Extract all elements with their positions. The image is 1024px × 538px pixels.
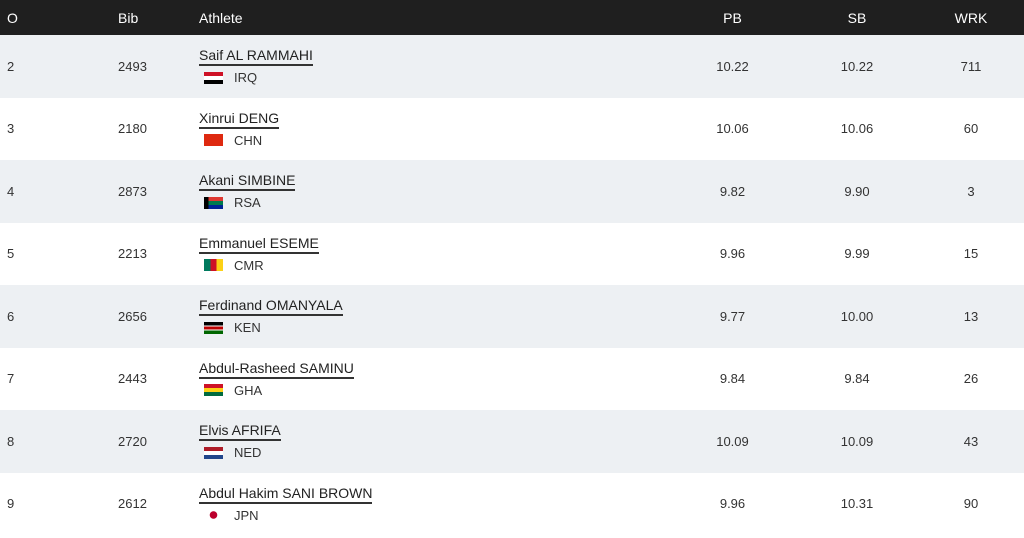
wrk-cell: 3 <box>967 183 975 199</box>
order-cell: 6 <box>7 308 15 324</box>
athlete-name-link[interactable]: Abdul-Rasheed SAMINU <box>199 360 354 379</box>
sb-cell: 9.99 <box>844 246 870 262</box>
athlete-cell: Elvis AFRIFA NED <box>199 410 669 473</box>
athlete-country: IRQ <box>204 70 669 85</box>
athlete-country: CHN <box>204 133 669 148</box>
pb-cell: 9.77 <box>719 308 746 324</box>
table-row: 8 2720 Elvis AFRIFA NED 10.09 10.09 43 <box>0 410 1024 473</box>
athlete-country: RSA <box>204 195 669 210</box>
sb-cell: 9.84 <box>844 371 870 387</box>
athlete-name-link[interactable]: Emmanuel ESEME <box>199 235 319 254</box>
athlete-cell: Abdul Hakim SANI BROWN JPN <box>199 473 669 536</box>
order-cell: 2 <box>7 58 15 74</box>
flag-icon <box>204 384 223 397</box>
bib-cell: 2720 <box>118 433 147 449</box>
athlete-country: KEN <box>204 320 669 335</box>
wrk-cell: 90 <box>963 496 979 512</box>
order-cell: 5 <box>7 246 15 262</box>
country-code: NED <box>234 445 262 461</box>
wrk-cell: 13 <box>963 308 979 324</box>
col-athlete[interactable]: Athlete <box>199 9 243 26</box>
table-row: 7 2443 Abdul-Rasheed SAMINU GHA 9.84 9.8… <box>0 347 1024 411</box>
wrk-cell: 60 <box>963 121 979 137</box>
athlete-cell: Abdul-Rasheed SAMINU GHA <box>199 348 669 411</box>
country-code: JPN <box>234 507 259 523</box>
table-row: 2 2493 Saif AL RAMMAHI IRQ 10.22 10.22 7… <box>0 35 1024 98</box>
pb-cell: 9.84 <box>719 371 746 387</box>
order-cell: 4 <box>7 183 15 199</box>
athlete-country: NED <box>204 445 669 460</box>
athlete-cell: Akani SIMBINE RSA <box>199 160 669 223</box>
bib-cell: 2443 <box>118 371 147 387</box>
flag-icon <box>204 509 223 522</box>
flag-icon <box>204 321 223 334</box>
pb-cell: 9.96 <box>719 496 746 512</box>
sb-cell: 10.09 <box>840 433 874 449</box>
pb-cell: 10.06 <box>716 121 749 137</box>
table-header: O Bib Athlete PB SB WRK <box>0 0 1024 35</box>
athlete-country: JPN <box>204 508 669 523</box>
table-row: 6 2656 Ferdinand OMANYALA KEN 9.77 10.00… <box>0 285 1024 348</box>
flag-icon <box>204 196 223 209</box>
order-cell: 8 <box>7 433 15 449</box>
athlete-name-link[interactable]: Elvis AFRIFA <box>199 422 281 442</box>
table-row: 5 2213 Emmanuel ESEME CMR 9.96 9.99 15 <box>0 222 1024 286</box>
athlete-name-link[interactable]: Xinrui DENG <box>199 110 280 129</box>
order-cell: 7 <box>7 371 15 387</box>
col-wrk[interactable]: WRK <box>954 9 988 26</box>
bib-cell: 2873 <box>118 183 147 199</box>
flag-icon <box>204 134 223 147</box>
athlete-cell: Saif AL RAMMAHI IRQ <box>199 35 669 98</box>
order-cell: 9 <box>7 496 15 512</box>
col-order[interactable]: O <box>7 9 18 26</box>
col-sb[interactable]: SB <box>847 9 867 26</box>
athlete-cell: Ferdinand OMANYALA KEN <box>199 285 669 348</box>
athlete-name-link[interactable]: Ferdinand OMANYALA <box>199 297 343 317</box>
country-code: IRQ <box>234 70 258 86</box>
sb-cell: 10.31 <box>840 496 874 512</box>
pb-cell: 10.22 <box>716 58 749 74</box>
wrk-cell: 26 <box>963 371 979 387</box>
athlete-cell: Emmanuel ESEME CMR <box>199 223 669 286</box>
flag-icon <box>204 446 223 459</box>
athlete-name-link[interactable]: Saif AL RAMMAHI <box>199 47 313 67</box>
sb-cell: 10.22 <box>840 58 874 74</box>
flag-icon <box>204 259 223 272</box>
bib-cell: 2180 <box>118 121 147 137</box>
bib-cell: 2213 <box>118 246 147 262</box>
country-code: KEN <box>234 320 261 336</box>
country-code: RSA <box>234 195 261 211</box>
country-code: GHA <box>234 382 263 398</box>
country-code: CHN <box>234 132 263 148</box>
pb-cell: 10.09 <box>716 433 749 449</box>
sb-cell: 10.06 <box>840 121 874 137</box>
wrk-cell: 15 <box>963 246 979 262</box>
bib-cell: 2493 <box>118 58 147 74</box>
athlete-country: CMR <box>204 258 669 273</box>
pb-cell: 9.96 <box>719 246 746 262</box>
col-pb[interactable]: PB <box>723 9 742 26</box>
wrk-cell: 43 <box>963 433 979 449</box>
table-row: 9 2612 Abdul Hakim SANI BROWN JPN 9.96 1… <box>0 472 1024 536</box>
athlete-country: GHA <box>204 383 669 398</box>
athlete-name-link[interactable]: Abdul Hakim SANI BROWN <box>199 485 373 504</box>
athlete-name-link[interactable]: Akani SIMBINE <box>199 172 296 192</box>
table-row: 4 2873 Akani SIMBINE RSA 9.82 9.90 3 <box>0 160 1024 223</box>
flag-icon <box>204 71 223 84</box>
order-cell: 3 <box>7 121 15 137</box>
athlete-cell: Xinrui DENG CHN <box>199 98 669 161</box>
col-bib[interactable]: Bib <box>118 9 139 26</box>
table-row: 3 2180 Xinrui DENG CHN 10.06 10.06 60 <box>0 97 1024 161</box>
bib-cell: 2656 <box>118 308 147 324</box>
bib-cell: 2612 <box>118 496 147 512</box>
country-code: CMR <box>234 257 264 273</box>
pb-cell: 9.82 <box>719 183 746 199</box>
sb-cell: 9.90 <box>844 183 870 199</box>
wrk-cell: 711 <box>960 58 982 74</box>
sb-cell: 10.00 <box>840 308 874 324</box>
